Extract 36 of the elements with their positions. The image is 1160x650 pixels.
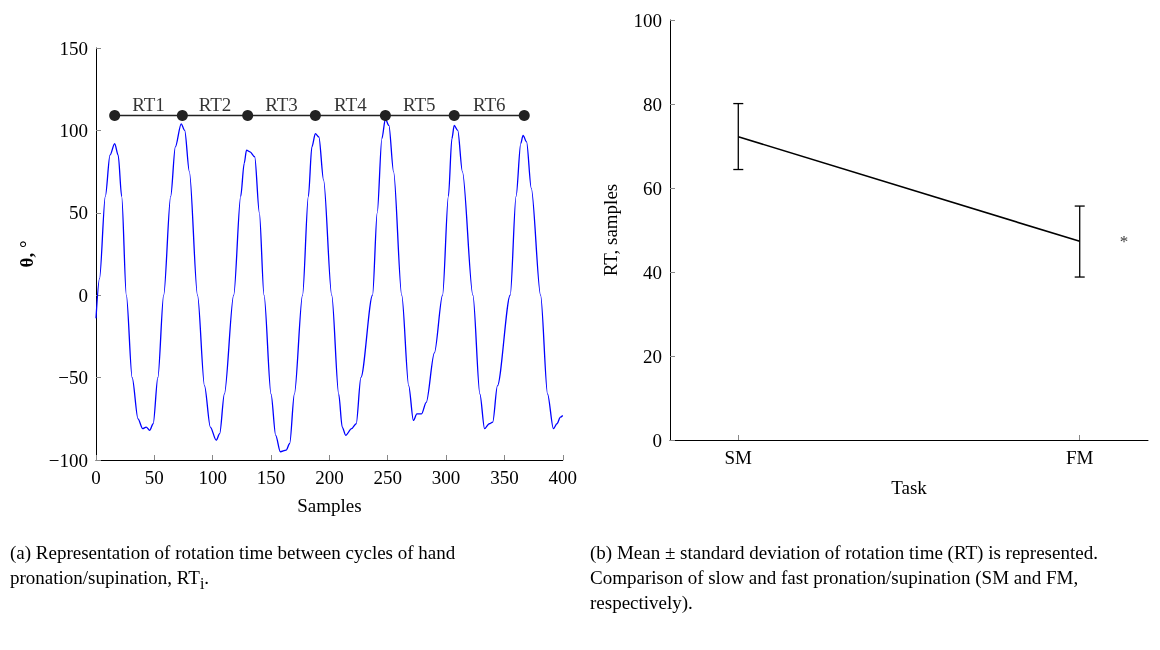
x-tick-label: 300 [431,467,461,488]
y-tick-label: −100 [48,449,88,471]
x-tick-label: 200 [315,467,344,488]
y-axis-title: RT, samples [600,183,621,277]
annotation: RT6 [472,93,506,115]
x-tick-label: 150 [256,467,286,488]
y-tick-label: 0 [78,284,88,306]
x-tick-label: 250 [373,467,402,488]
y-axis-title: θ, ° [16,240,37,268]
text: (b) Mean ± standard deviation of rotation time (RT) is represented. Comparison of slow and fast pronation/supination (SM and FM, respectively). [589,541,1099,615]
y-tick-label: 50 [69,202,88,224]
y-tick-label: 20 [643,345,662,367]
annotation: * [1119,231,1129,251]
y-tick-label: 100 [633,9,662,31]
x-tick-label: 100 [198,467,227,488]
x-axis-title: Task [891,477,928,498]
x-tick-label: SM [724,447,753,468]
annotation: RT1 [132,93,165,115]
text: (a) Representation of rotation time between cycles of hand pronation/supination, RT$_{i}$. [9,541,457,594]
y-tick-label: 80 [643,93,662,115]
x-tick-label: 350 [490,467,519,488]
x-tick-label: FM [1065,447,1094,468]
annotation: RT4 [334,93,368,115]
x-tick-label: 0 [91,467,101,488]
annotation: RT5 [402,93,436,115]
x-tick-label: 50 [144,467,164,488]
annotation: RT2 [198,93,232,115]
annotation: RT3 [265,93,298,115]
x-axis-title: Samples [297,495,362,516]
y-tick-label: 100 [59,119,88,141]
x-tick-label: 400 [548,467,577,488]
y-tick-label: −50 [58,367,88,389]
y-tick-label: 40 [643,261,662,283]
y-tick-label: 60 [643,177,662,199]
y-tick-label: 0 [652,429,662,451]
y-tick-label: 150 [59,37,88,59]
